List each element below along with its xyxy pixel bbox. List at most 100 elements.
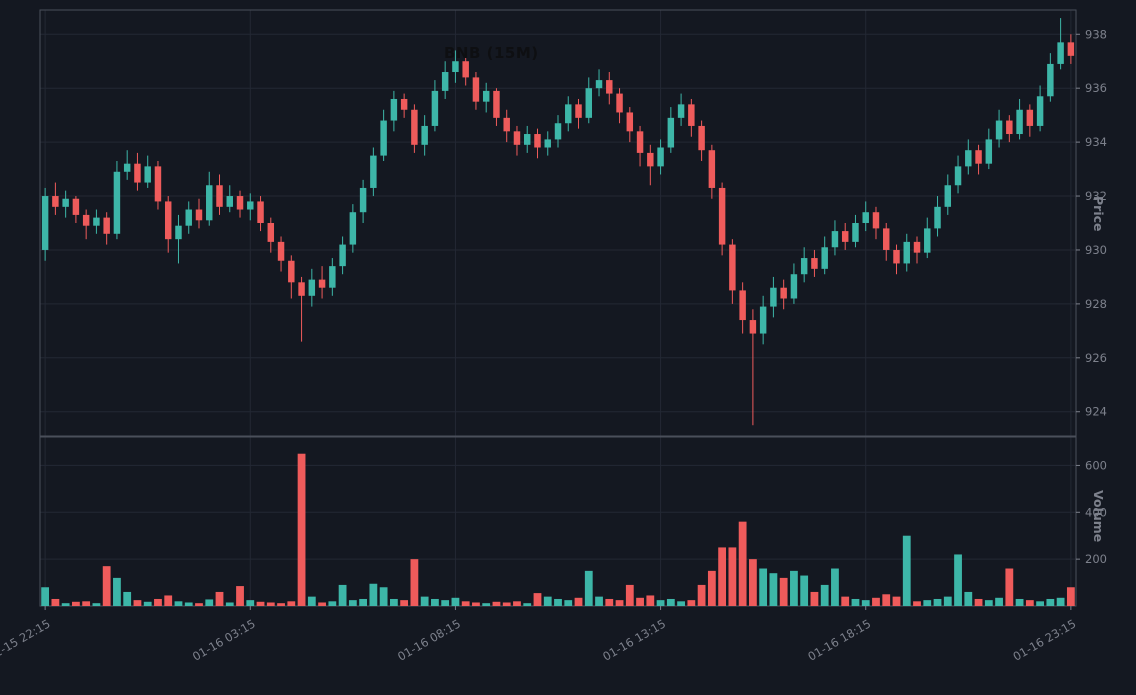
volume-bar [923, 600, 932, 606]
candle-body [298, 282, 305, 296]
candle-body [862, 212, 869, 223]
candle-body [1057, 42, 1064, 64]
candle-body [503, 117, 510, 132]
candle-body [739, 290, 746, 321]
volume-bar [1015, 598, 1024, 606]
candle-body [216, 185, 223, 207]
candle-body [400, 98, 408, 110]
volume-bar [410, 559, 419, 606]
candle-body [924, 228, 931, 253]
candle-body [636, 131, 644, 153]
volume-bar [748, 559, 757, 606]
volume-bar [369, 583, 378, 606]
volume-bar [82, 601, 91, 606]
volume-tick-label: 400 [1085, 505, 1107, 519]
volume-bar [72, 601, 80, 606]
candle-body [123, 163, 131, 172]
volume-bar [246, 600, 255, 606]
candle-body [113, 171, 121, 234]
candle-body [1036, 96, 1044, 126]
volume-bar [964, 591, 973, 606]
volume-bar [564, 600, 573, 606]
volume-bar [143, 601, 152, 606]
volume-bar [236, 586, 244, 606]
candle-body [421, 125, 428, 145]
volume-bar [1036, 601, 1044, 606]
candle-body [82, 214, 90, 226]
volume-bar [605, 598, 614, 606]
volume-bar [1005, 568, 1014, 606]
volume-bar [184, 602, 193, 606]
volume-bar [707, 570, 716, 606]
volume-bar [636, 597, 644, 606]
volume-bar [759, 568, 768, 606]
volume-bar [615, 600, 624, 606]
candle-body [780, 287, 787, 299]
candle-body [852, 223, 859, 242]
candle-body [318, 279, 326, 288]
price-axis-title: Price [1091, 196, 1106, 232]
candle-body [267, 223, 275, 242]
volume-bar [933, 598, 942, 606]
candle-body [995, 120, 1003, 140]
candle-body [41, 196, 49, 250]
candle-body [554, 123, 562, 140]
volume-bar [810, 591, 819, 606]
candle-body [441, 72, 449, 91]
volume-bar [625, 584, 634, 606]
volume-bar [841, 596, 850, 606]
candle-body [1006, 120, 1013, 135]
candle-body [226, 196, 233, 207]
candle-body [62, 198, 69, 207]
volume-bar [779, 577, 788, 606]
volume-bar [584, 570, 593, 606]
volume-bar [379, 587, 388, 606]
volume-bar [728, 547, 737, 606]
volume-bar [51, 598, 60, 606]
price-tick-label: 930 [1085, 243, 1107, 257]
volume-bar [974, 598, 983, 606]
volume-bar [861, 600, 870, 606]
volume-bar [287, 601, 296, 606]
candle-body [616, 93, 623, 113]
candle-body [185, 209, 192, 226]
candle-body [913, 241, 921, 253]
candle-body [277, 241, 285, 261]
candle-body [872, 212, 880, 229]
volume-bar [359, 598, 368, 606]
candle-body [308, 279, 316, 296]
volume-bar [954, 554, 962, 606]
candle-body [462, 61, 469, 78]
volume-axis-title: Volume [1091, 490, 1106, 543]
volume-bar [913, 601, 921, 606]
candle-body [195, 209, 203, 221]
volume-bar [154, 598, 162, 606]
volume-bar [554, 598, 562, 606]
candle-body [688, 104, 695, 126]
candle-body [1047, 63, 1054, 97]
candle-body [72, 198, 80, 215]
volume-bar [1056, 597, 1065, 606]
candle-body [513, 131, 521, 145]
volume-bar [831, 568, 839, 606]
volume-tick-label: 200 [1085, 552, 1107, 566]
candle-body [790, 274, 798, 299]
volume-bar [872, 597, 880, 606]
volume-bar [348, 600, 357, 606]
volume-bar [502, 602, 511, 606]
price-tick-label: 934 [1085, 135, 1107, 149]
candle-body [339, 244, 346, 267]
volume-bar [307, 596, 316, 606]
volume-bar [277, 603, 285, 606]
candle-body [493, 90, 500, 118]
candle-body [144, 166, 151, 183]
candle-body [698, 125, 705, 151]
volume-bar [738, 521, 747, 606]
volume-bar [41, 587, 50, 606]
volume-bar [892, 596, 901, 606]
candle-body [257, 201, 264, 223]
candle-body [544, 139, 551, 148]
candle-body [800, 258, 808, 275]
